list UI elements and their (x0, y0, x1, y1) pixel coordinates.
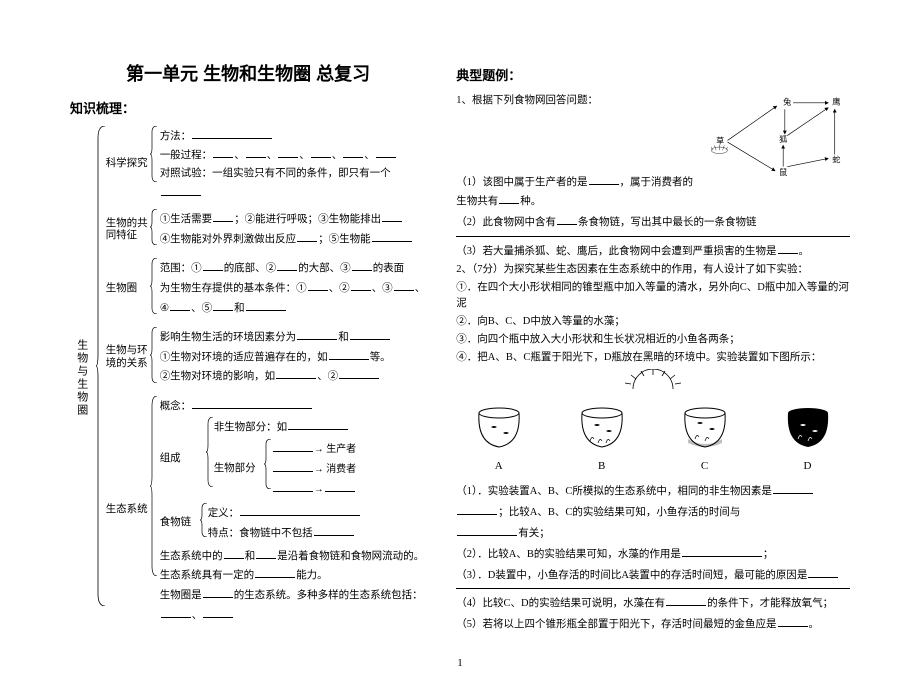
g1-l3: 对照试验：一组实验只有不同的条件，即只有一个 (160, 168, 391, 179)
svg-text:鼠: 鼠 (779, 168, 787, 177)
left-heading: 知识梳理： (70, 99, 426, 120)
svg-text:蛇: 蛇 (832, 154, 840, 164)
food-web-diagram: 兔 鹰 草 狐 蛇 鼠 (700, 93, 850, 183)
svg-text:鹰: 鹰 (832, 96, 840, 106)
g3-label: 生物圈 (106, 258, 150, 321)
svg-text:兔: 兔 (783, 96, 791, 106)
svg-text:狐: 狐 (779, 134, 787, 144)
right-heading: 典型题例： (456, 66, 850, 87)
g1-label: 科学探究 (106, 126, 150, 203)
svg-text:草: 草 (716, 136, 724, 146)
page-number: 1 (70, 655, 850, 673)
g1-l2: 一般过程： (160, 150, 213, 161)
outline-tree: 生物与生物圈 科学探究 方法： 一般过程：、、、、、 对照试验：一组实验只有不同… (70, 126, 426, 631)
q2-head: 2、（7分）为探究某些生态因素在生态系统中的作用，有人设计了如下实验： (456, 262, 850, 279)
sun-icon (613, 369, 693, 391)
g5-label: 生态系统 (106, 396, 150, 625)
g2-label: 生物的共同特征 (106, 209, 150, 252)
root-label: 生物与生物圈 (70, 126, 93, 631)
bowls-row: A B C D (456, 403, 850, 475)
g1-l1: 方法： (160, 131, 192, 142)
g4-label: 生物与环境的关系 (106, 327, 150, 390)
page-title: 第一单元 生物和生物圈 总复习 (70, 60, 426, 89)
